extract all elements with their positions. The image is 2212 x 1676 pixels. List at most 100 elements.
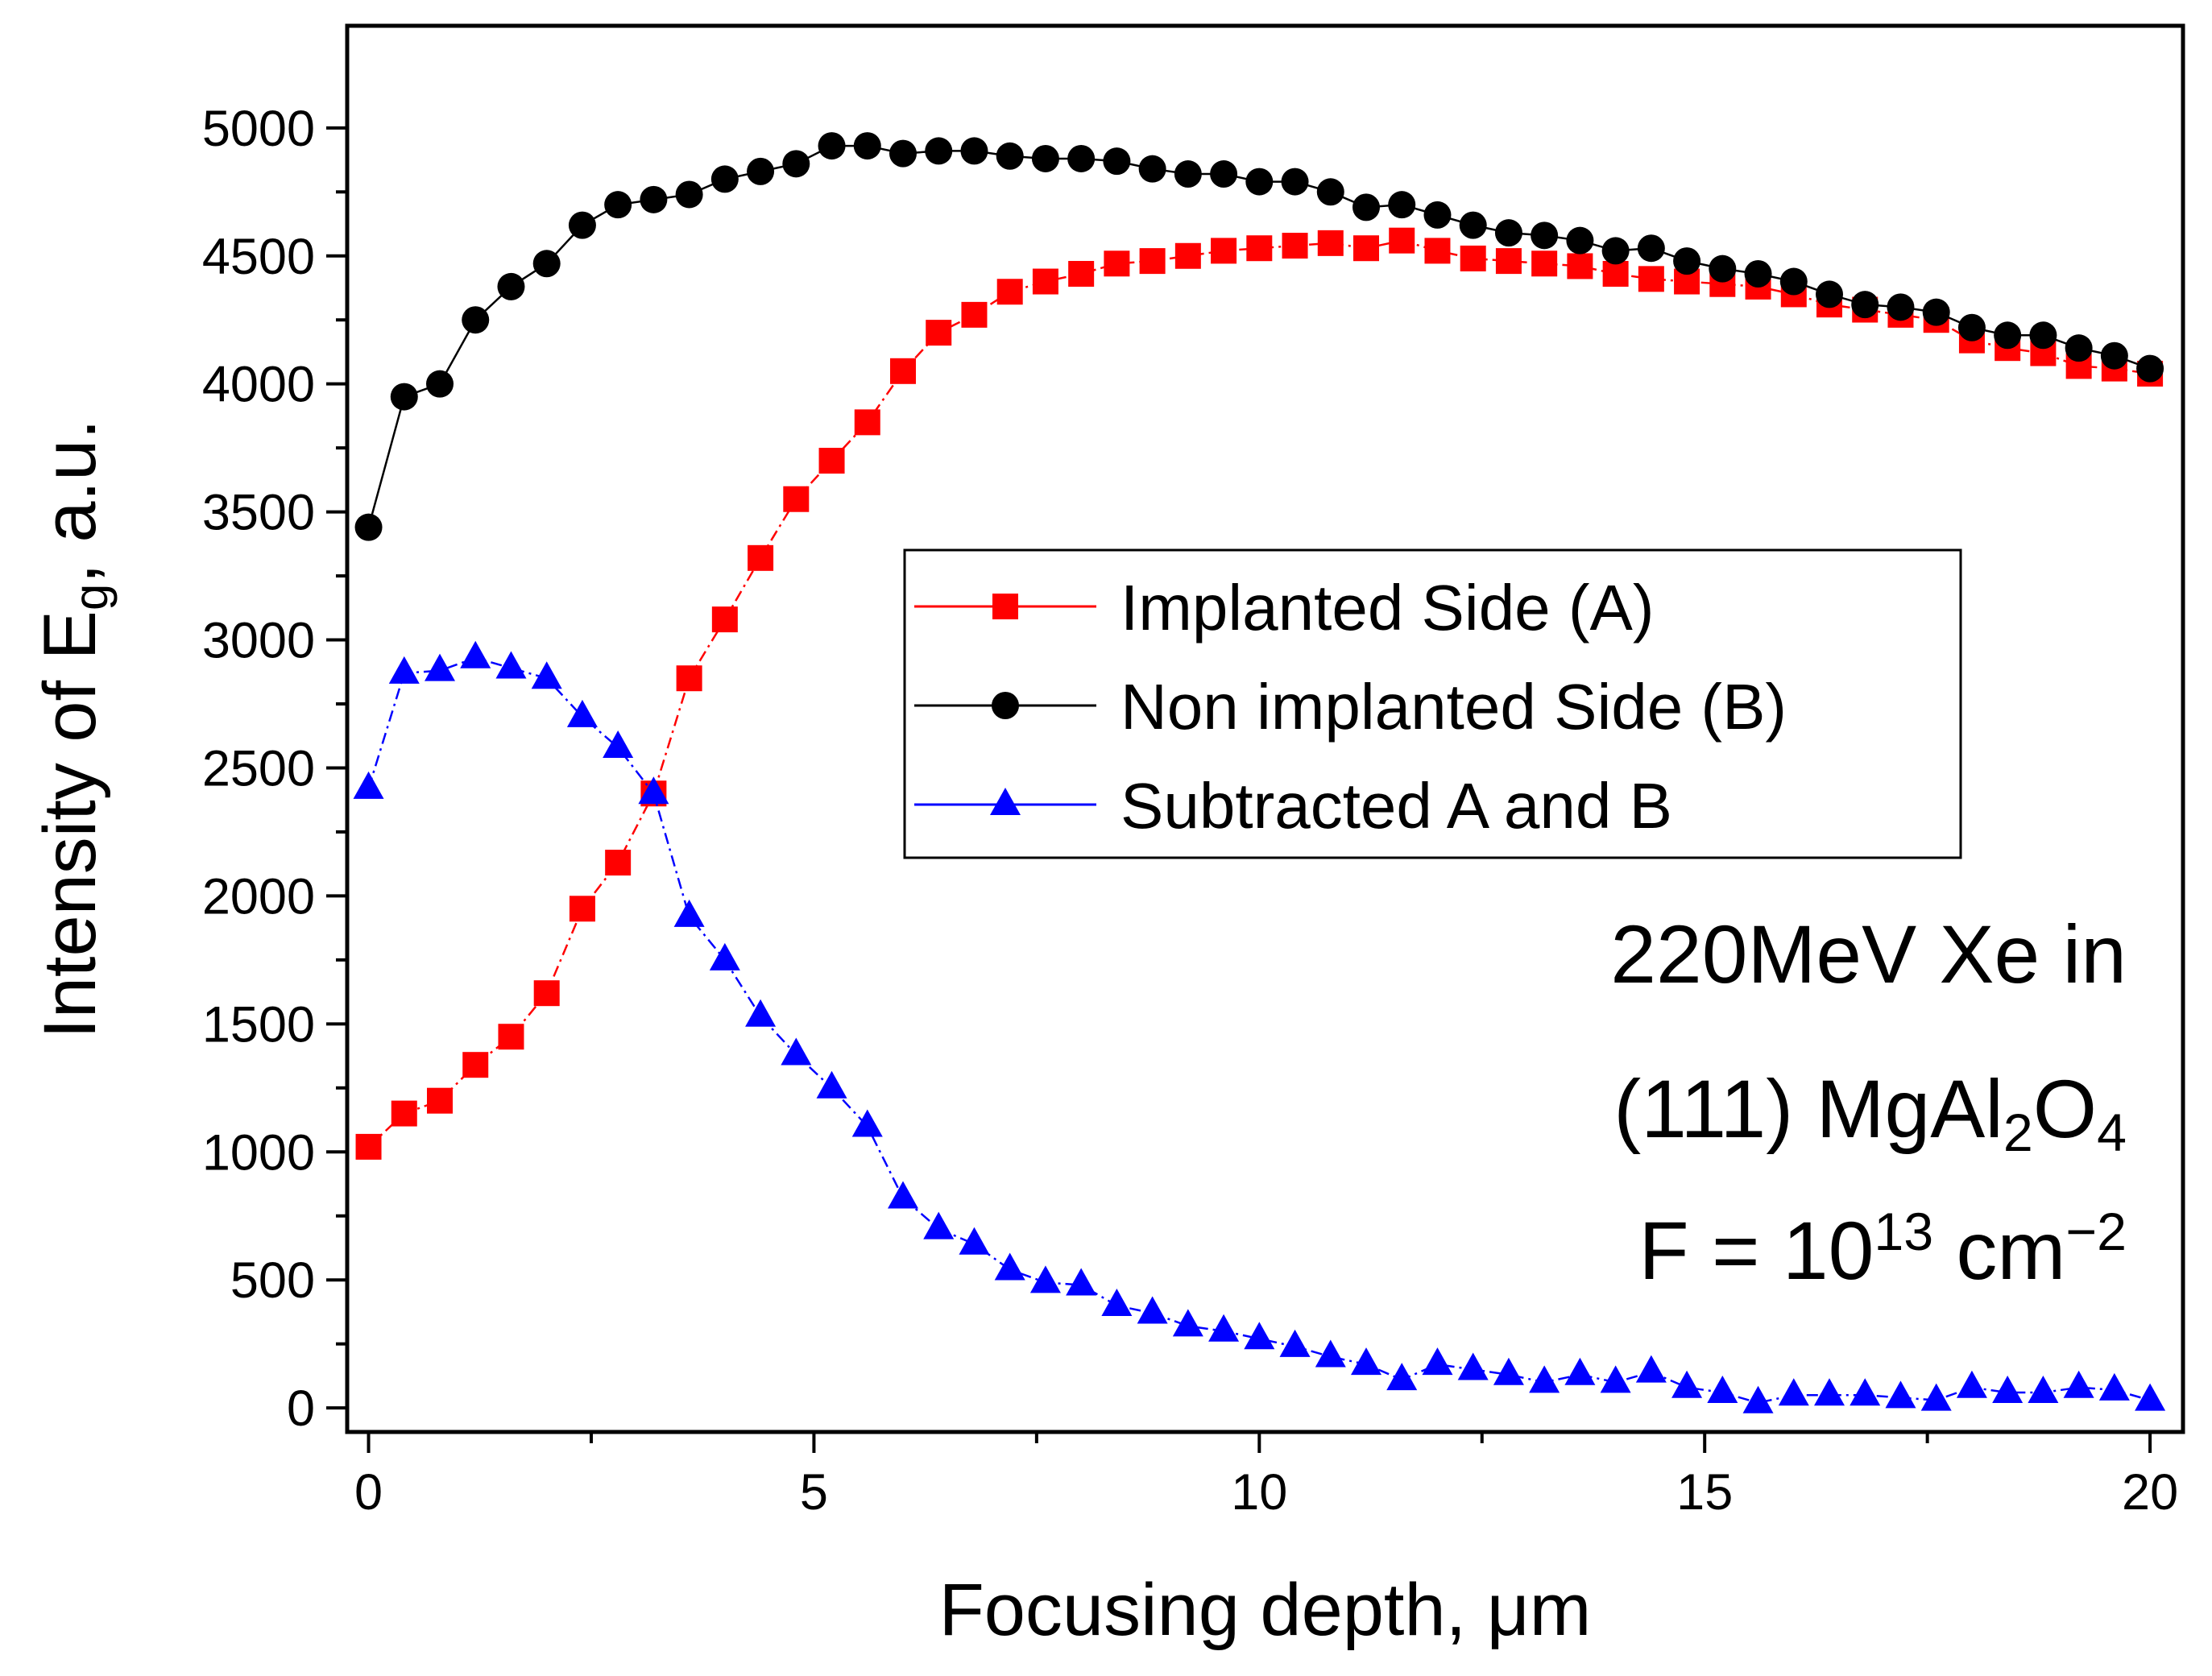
marker	[425, 653, 456, 681]
marker	[603, 730, 634, 759]
marker	[1067, 144, 1096, 172]
marker	[640, 185, 668, 213]
marker	[1282, 233, 1308, 259]
marker	[1850, 1378, 1881, 1406]
marker	[1814, 1378, 1845, 1406]
marker	[1920, 1383, 1952, 1411]
legend-label: Subtracted A and B	[1120, 770, 1672, 842]
marker	[854, 409, 880, 436]
marker	[1600, 1365, 1631, 1393]
marker	[427, 1087, 454, 1114]
annotation: F = 1013 cm−2	[1638, 1202, 2127, 1297]
marker	[1353, 235, 1380, 262]
marker	[1137, 1296, 1168, 1324]
series	[354, 132, 2164, 541]
marker	[1245, 168, 1274, 196]
marker	[2028, 1376, 2059, 1404]
marker	[2063, 1370, 2094, 1398]
marker	[1460, 245, 1486, 271]
marker	[851, 1109, 883, 1137]
marker	[1778, 1378, 1809, 1406]
marker	[2100, 341, 2128, 370]
x-axis-label: Focusing depth, μm	[939, 1569, 1592, 1651]
marker	[1388, 191, 1416, 219]
marker	[2135, 1383, 2166, 1411]
marker	[1031, 144, 1059, 172]
marker	[1671, 1370, 1703, 1398]
marker	[1211, 238, 1237, 264]
marker	[1104, 250, 1130, 277]
marker	[532, 250, 561, 278]
marker	[783, 486, 810, 512]
marker	[923, 1211, 955, 1239]
marker	[426, 370, 454, 398]
marker	[1386, 1363, 1418, 1391]
legend-label: Non implanted Side (B)	[1120, 671, 1787, 743]
marker	[1172, 1309, 1203, 1337]
marker	[388, 656, 420, 684]
text-part: 13	[1874, 1202, 1933, 1262]
marker	[1602, 261, 1629, 288]
marker	[745, 999, 777, 1027]
marker	[1174, 242, 1201, 269]
marker	[2029, 321, 2057, 350]
marker	[1709, 255, 1737, 283]
marker	[460, 640, 491, 668]
marker	[1422, 1347, 1453, 1376]
marker	[2098, 1372, 2130, 1401]
marker	[782, 150, 810, 178]
marker	[747, 157, 775, 185]
marker	[890, 358, 917, 384]
marker	[495, 651, 527, 679]
marker	[816, 1070, 847, 1099]
marker	[566, 699, 598, 727]
marker	[673, 899, 705, 927]
marker	[961, 301, 988, 328]
y-tick-label: 1000	[202, 1124, 315, 1181]
marker	[1279, 1329, 1311, 1357]
text-part: (111) MgAl	[1613, 1063, 2003, 1155]
marker	[1638, 266, 1664, 292]
marker	[1885, 1380, 1916, 1409]
marker	[1139, 248, 1166, 275]
marker	[1566, 226, 1594, 255]
legend-marker	[990, 788, 1021, 815]
x-tick-label: 20	[2122, 1464, 2178, 1521]
marker	[1816, 280, 1844, 308]
y-axis-label: Intensity of Eg, a.u.	[29, 419, 118, 1039]
marker	[353, 771, 384, 799]
y-tick-label: 4000	[202, 357, 315, 413]
marker	[497, 272, 525, 300]
marker	[604, 191, 632, 219]
marker	[569, 896, 595, 922]
series-line	[367, 239, 2151, 1148]
marker	[638, 776, 669, 805]
marker	[355, 1133, 382, 1160]
marker	[1531, 221, 1559, 250]
marker	[1635, 1355, 1667, 1383]
marker	[926, 320, 952, 346]
marker	[1957, 313, 1986, 341]
marker	[1210, 160, 1238, 188]
text-part: 4	[2097, 1103, 2127, 1163]
marker	[1352, 193, 1381, 221]
marker	[354, 513, 383, 541]
marker	[1495, 248, 1522, 275]
marker	[1673, 247, 1701, 275]
text-part: 2	[2003, 1103, 2033, 1163]
y-tick-label: 3500	[202, 485, 315, 541]
marker	[1851, 291, 1879, 319]
marker	[1567, 253, 1593, 279]
marker	[531, 661, 562, 689]
marker	[818, 132, 846, 160]
y-tick-label: 500	[230, 1252, 315, 1309]
marker	[391, 1100, 417, 1127]
marker	[709, 942, 740, 970]
marker	[1029, 1265, 1061, 1293]
marker	[1601, 237, 1630, 265]
marker	[1208, 1314, 1240, 1342]
marker	[1564, 1357, 1596, 1385]
marker	[889, 139, 918, 168]
